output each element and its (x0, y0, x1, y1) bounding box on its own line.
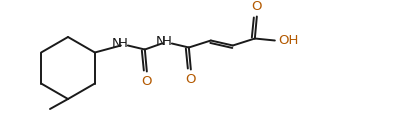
Text: OH: OH (278, 34, 298, 47)
Text: H: H (118, 37, 128, 50)
Text: N: N (112, 37, 122, 50)
Text: O: O (186, 73, 196, 86)
Text: H: H (162, 35, 172, 48)
Text: O: O (142, 75, 152, 88)
Text: O: O (251, 0, 262, 13)
Text: N: N (156, 35, 166, 48)
